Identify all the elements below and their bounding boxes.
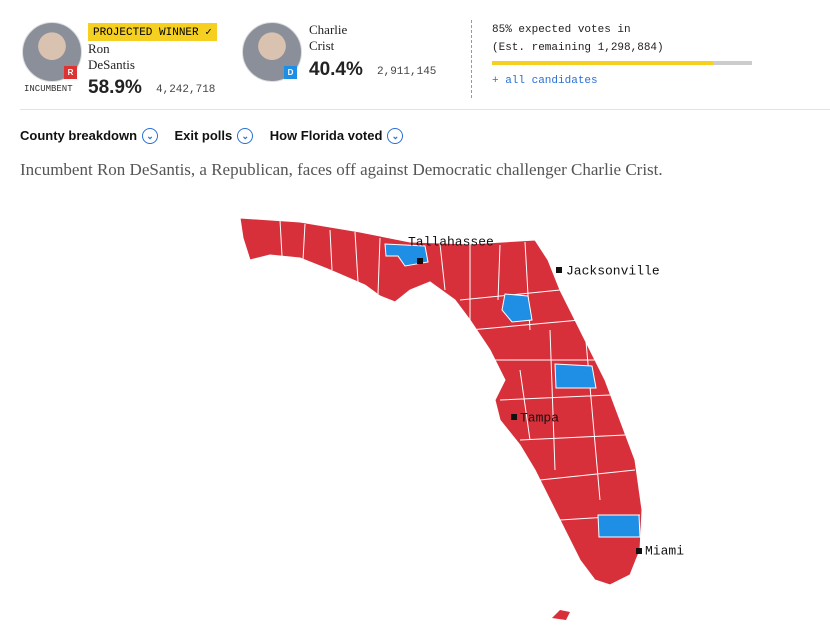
last-name: DeSantis (88, 57, 135, 72)
rule (20, 109, 830, 110)
city-label: Tampa (520, 410, 559, 425)
incumbent: INCUMBENT (24, 84, 73, 94)
pct: 40.4% (309, 59, 363, 80)
tab-label: How Florida voted (269, 128, 383, 143)
tab[interactable]: County breakdown ⌄ (20, 127, 159, 144)
reporting: 85% expected votes in (492, 24, 631, 36)
votes: 4,242,718 (156, 84, 216, 96)
tab[interactable]: How Florida voted ⌄ (269, 127, 404, 144)
tabs: County breakdown ⌄ Exit polls ⌄ How Florid… (20, 127, 415, 145)
city-label: Jacksonville (566, 263, 660, 278)
winner-badge: PROJECTED WINNER ✓ (88, 23, 217, 41)
city-marker (417, 258, 423, 264)
city-marker (556, 267, 562, 273)
votes: 2,911,145 (377, 66, 437, 78)
progress-track (492, 61, 752, 65)
chevron: ⌄ (142, 127, 159, 144)
first-name: Ron (88, 41, 110, 56)
party-tag: D (284, 66, 297, 79)
divider (471, 20, 472, 98)
remaining: (Est. remaining 1,298,884) (492, 42, 664, 54)
chevron: ⌄ (237, 127, 254, 144)
city-marker (636, 548, 642, 554)
city-marker (511, 414, 517, 420)
pct: 58.9% (88, 77, 142, 98)
city-label: Miami (645, 543, 684, 558)
tab-label: County breakdown (20, 128, 138, 143)
state-fill (239, 217, 643, 586)
all-candidates-link[interactable]: + all candidates (492, 75, 598, 87)
last-name: Crist (309, 38, 335, 53)
city-label: Tallahassee (408, 234, 494, 249)
blue-county (597, 514, 641, 538)
keys (552, 610, 570, 620)
blue-county (554, 363, 597, 389)
tab[interactable]: Exit polls ⌄ (174, 127, 254, 144)
party-tag: R (64, 66, 77, 79)
chevron: ⌄ (387, 127, 404, 144)
badge-text: PROJECTED WINNER (93, 27, 199, 39)
photo-desantis (22, 22, 82, 82)
description: Incumbent Ron DeSantis, a Republican, fa… (20, 160, 663, 179)
tab-label: Exit polls (174, 128, 233, 143)
county-lines (279, 219, 641, 521)
blue-county (501, 293, 533, 323)
first-name: Charlie (309, 22, 348, 37)
progress-fill (492, 61, 713, 65)
